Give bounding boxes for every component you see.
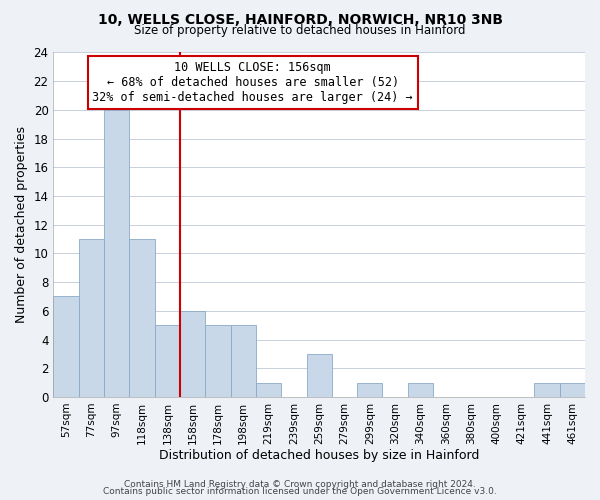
Bar: [53, 296, 79, 397]
Bar: [560, 382, 585, 397]
Text: Size of property relative to detached houses in Hainford: Size of property relative to detached ho…: [134, 24, 466, 37]
Bar: [155, 325, 180, 397]
Text: 10, WELLS CLOSE, HAINFORD, NORWICH, NR10 3NB: 10, WELLS CLOSE, HAINFORD, NORWICH, NR10…: [97, 12, 503, 26]
Text: Contains HM Land Registry data © Crown copyright and database right 2024.: Contains HM Land Registry data © Crown c…: [124, 480, 476, 489]
Bar: [205, 325, 230, 397]
Text: Contains public sector information licensed under the Open Government Licence v3: Contains public sector information licen…: [103, 487, 497, 496]
Y-axis label: Number of detached properties: Number of detached properties: [15, 126, 28, 323]
Bar: [104, 110, 130, 397]
Bar: [256, 382, 281, 397]
X-axis label: Distribution of detached houses by size in Hainford: Distribution of detached houses by size …: [159, 450, 479, 462]
Bar: [357, 382, 382, 397]
Bar: [79, 239, 104, 397]
Bar: [180, 311, 205, 397]
Bar: [408, 382, 433, 397]
Bar: [307, 354, 332, 397]
Bar: [535, 382, 560, 397]
Text: 10 WELLS CLOSE: 156sqm
← 68% of detached houses are smaller (52)
32% of semi-det: 10 WELLS CLOSE: 156sqm ← 68% of detached…: [92, 61, 413, 104]
Bar: [130, 239, 155, 397]
Bar: [230, 325, 256, 397]
